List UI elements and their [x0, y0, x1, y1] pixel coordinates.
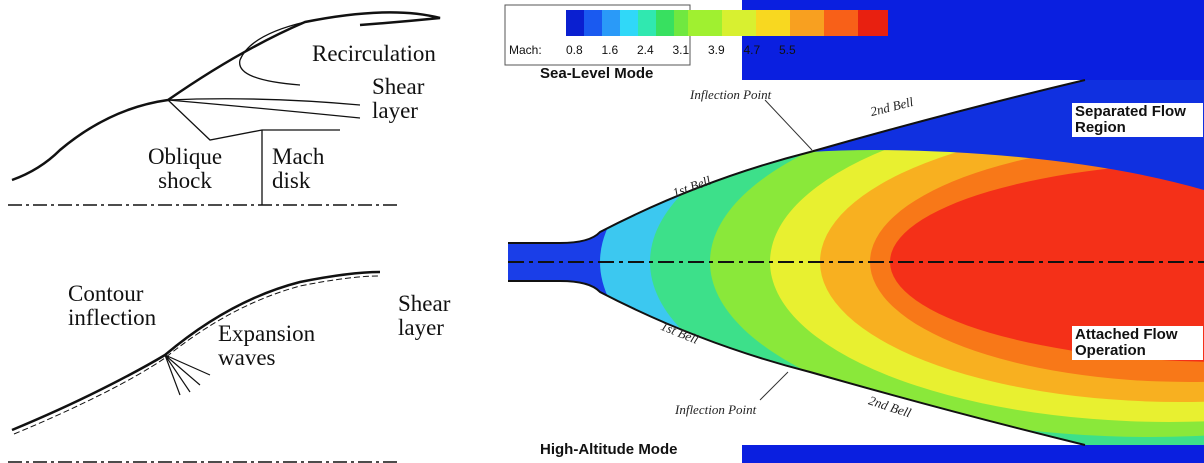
colorbar-tick: 5.5	[779, 44, 796, 57]
colorbar-tick: 3.1	[673, 44, 690, 57]
label: High-Altitude Mode	[540, 442, 677, 458]
label: Oblique shock	[130, 145, 240, 193]
colorbar-tick: 2.4	[637, 44, 654, 57]
label: Inflection Point	[690, 88, 771, 102]
label: Attached Flow Operation	[1072, 326, 1203, 360]
colorbar-tick: 4.7	[744, 44, 761, 57]
label: Shear layer	[372, 75, 452, 123]
label: Expansion waves	[218, 322, 328, 370]
label: Mach disk	[272, 145, 352, 193]
label: Recirculation	[312, 42, 436, 66]
label: Sea-Level Mode	[540, 66, 653, 82]
label: Separated Flow Region	[1072, 103, 1203, 137]
figure: Mach: 0.8 1.6 2.4 3.1 3.9 4.7 5.5 Recirculatio…	[0, 0, 1204, 463]
label: Inflection Point	[675, 403, 756, 417]
colorbar-tick: 3.9	[708, 44, 725, 57]
colorbar-tick: 0.8	[566, 44, 583, 57]
colorbar-ext	[688, 10, 888, 36]
label: Contour inflection	[68, 282, 188, 330]
sketch-bottom	[8, 272, 400, 462]
colorbar-tick: 1.6	[602, 44, 619, 57]
colorbar-title: Mach:	[509, 44, 542, 57]
label: Shear layer	[398, 292, 468, 340]
